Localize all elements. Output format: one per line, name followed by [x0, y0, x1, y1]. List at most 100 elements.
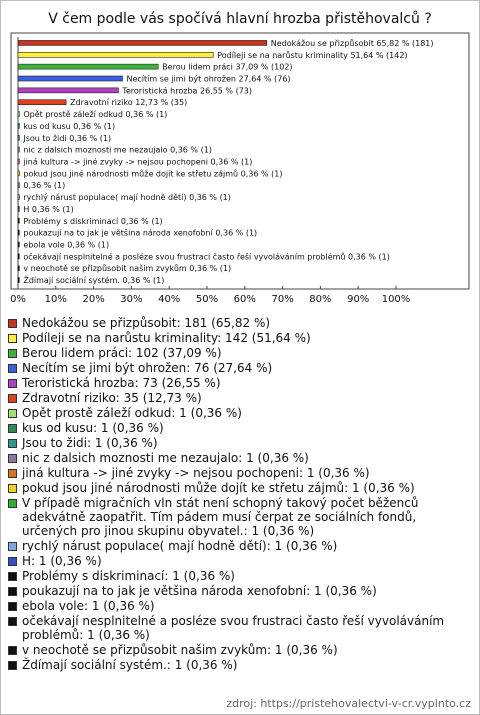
chart: V čem podle vás spočívá hlavní hrozba př… — [10, 11, 470, 305]
bar-label: rychlý nárust populace( mají hodně dětí)… — [23, 193, 231, 202]
bar — [17, 265, 20, 272]
bar — [17, 40, 268, 46]
bar — [17, 123, 20, 129]
legend-label: nic z dalsich moznosti me nezaujalo: 1 (… — [22, 451, 309, 465]
bar — [17, 75, 123, 82]
bar-label: Jsou to židi 0,36 % (1) — [22, 133, 111, 142]
bar — [17, 99, 67, 106]
bar-category: kus od kusu — [23, 121, 70, 130]
bar-category: Podíleji se na narůstu kriminality — [217, 49, 348, 59]
bar-category: jiná kultura -> jiné zvyky -> nejsou poc… — [22, 156, 208, 166]
bar-category: ebola vole — [23, 240, 64, 249]
legend-item: rychlý nárust populace( mají hodně dětí)… — [8, 539, 470, 553]
bar-label: poukazují na to jak je většina národa xe… — [23, 227, 257, 237]
legend-item: jiná kultura -> jiné zvyky -> nejsou poc… — [8, 466, 470, 480]
legend-label: Nedokážou se přizpůsobit: 181 (65,82 %) — [22, 316, 271, 330]
bar-value-label: 0,36 % (1) — [23, 181, 65, 190]
plot-frame — [10, 32, 470, 290]
legend-label: H: 1 (0,36 %) — [22, 554, 102, 568]
bar-label: kus od kusu 0,36 % (1) — [23, 121, 115, 130]
bar — [17, 217, 20, 224]
x-tick-label: 10% — [45, 294, 67, 305]
legend-label: jiná kultura -> jiné zvyky -> nejsou poc… — [22, 466, 370, 480]
bar-value-label: 0,36 % (1) — [189, 193, 231, 202]
bar-label: Ždímají sociální systém. 0,36 % (1) — [23, 274, 164, 285]
legend-item: Zdravotní riziko: 35 (12,73 %) — [8, 391, 470, 405]
bar-category: Nedokážou se přizpůsobit — [271, 37, 374, 47]
legend-swatch — [8, 572, 17, 581]
x-tick-label: 60% — [234, 294, 256, 305]
bar — [17, 194, 20, 200]
bar-value-label: 0,36 % (1) — [67, 240, 109, 249]
legend-swatch — [8, 542, 17, 551]
legend-label: rychlý nárust populace( mají hodně dětí)… — [22, 539, 338, 553]
bar-label: Necítím se jimi být ohrožen 27,64 % (76) — [126, 74, 290, 83]
legend-swatch — [8, 349, 17, 358]
legend-label: Teroristická hrozba: 73 (26,55 %) — [22, 376, 221, 390]
bar-category: Ždímají sociální systém. — [23, 274, 120, 285]
legend-swatch — [8, 409, 17, 418]
legend-swatch — [8, 319, 17, 328]
x-tick-label: 40% — [158, 294, 180, 305]
bar-category: Opět prostě záleží odkud — [23, 110, 123, 119]
bar-value-label: 12,73 % (35) — [135, 98, 187, 107]
legend-swatch — [8, 617, 17, 626]
legend-label: Problémy s diskriminací: 1 (0,36 %) — [22, 569, 235, 583]
bar-category: Zdravotní riziko — [70, 98, 133, 107]
bar-label: Podíleji se na narůstu kriminality 51,64… — [217, 49, 407, 59]
bar-value-label: 51,64 % (142) — [350, 50, 407, 59]
legend-item: V případě migračních vln stát není schop… — [8, 496, 470, 538]
legend-label: v neochotě se přizpůsobit našim zvykům: … — [22, 643, 338, 657]
legend-item: v neochotě se přizpůsobit našim zvykům: … — [8, 643, 470, 657]
bar-category: poukazují na to jak je většina národa xe… — [23, 227, 213, 237]
bar-value-label: 0,36 % (1) — [189, 264, 231, 273]
bar-category: pokud jsou jiné národnosti může dojít ke… — [23, 168, 238, 178]
bar-label: pokud jsou jiné národnosti může dojít ke… — [23, 168, 282, 178]
bar — [17, 111, 20, 117]
legend-label: Podíleji se na narůstu kriminality: 142 … — [22, 331, 311, 345]
legend: Nedokážou se přizpůsobit: 181 (65,82 %) P… — [8, 316, 470, 673]
x-tick-label: 50% — [196, 294, 218, 305]
bar — [17, 170, 20, 177]
bar-category: nic z dalsich moznosti me nezaujalo — [23, 145, 167, 154]
bar-value-label: 0,36 % (1) — [73, 121, 115, 130]
legend-label: Berou lidem práci: 102 (37,09 %) — [22, 346, 222, 360]
legend-swatch — [8, 379, 17, 388]
bar-label: Berou lidem práci 37,09 % (102) — [162, 62, 292, 71]
chart-title: V čem podle vás spočívá hlavní hrozba př… — [48, 11, 432, 27]
legend-swatch — [8, 364, 17, 373]
bar-label: očekávají nesplnitelné a posléze svou fr… — [23, 251, 390, 261]
legend-swatch — [8, 484, 17, 493]
bar-label: 0,36 % (1) — [23, 181, 65, 190]
bar-value-label: 65,82 % (181) — [376, 38, 433, 47]
x-tick-label: 0% — [10, 294, 26, 305]
bar — [17, 158, 20, 165]
legend-label: pokud jsou jiné národnosti může dojít ke… — [22, 481, 415, 495]
bar-value-label: 0,36 % (1) — [241, 169, 283, 178]
legend-swatch — [8, 454, 17, 463]
x-tick-label: 20% — [82, 294, 104, 305]
bar-label: H 0,36 % (1) — [23, 204, 73, 213]
legend-swatch — [8, 469, 17, 478]
legend-item: H: 1 (0,36 %) — [8, 554, 470, 568]
legend-swatch — [8, 602, 17, 611]
legend-item: Jsou to židi: 1 (0,36 %) — [8, 436, 470, 450]
legend-item: očekávají nesplnitelné a posléze svou fr… — [8, 614, 470, 642]
legend-item: poukazují na to jak je většina národa xe… — [8, 584, 470, 598]
bar-category: Necítím se jimi být ohrožen — [126, 74, 236, 83]
bar — [17, 87, 119, 94]
bar-label: Teroristická hrozba 26,55 % (73) — [121, 86, 252, 95]
bar-value-label: 0,36 % (1) — [121, 216, 163, 225]
legend-item: Podíleji se na narůstu kriminality: 142 … — [8, 331, 470, 345]
bar — [17, 51, 214, 58]
bar-value-label: 0,36 % (1) — [122, 276, 164, 285]
bar-value-label: 0,36 % (1) — [125, 110, 167, 119]
bar-value-label: 26,55 % (73) — [200, 86, 252, 95]
legend-label: kus od kusu: 1 (0,36 %) — [22, 421, 164, 435]
bar-label: Problémy s diskriminací 0,36 % (1) — [23, 215, 162, 225]
bar — [17, 253, 20, 260]
bar-category: Berou lidem práci — [162, 62, 233, 71]
bar-value-label: 0,36 % (1) — [170, 145, 212, 154]
legend-swatch — [8, 334, 17, 343]
